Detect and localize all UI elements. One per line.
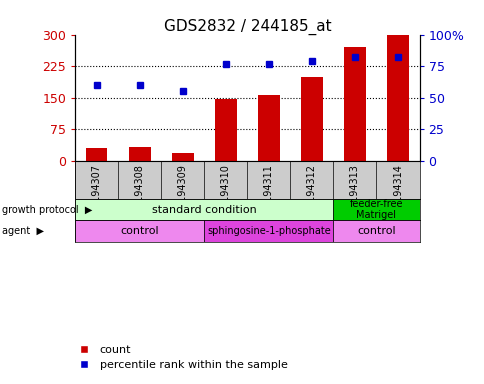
Text: GSM194313: GSM194313 [349, 164, 359, 223]
Bar [301, 77, 322, 161]
Bar [75, 220, 204, 242]
Text: GSM194314: GSM194314 [392, 164, 402, 223]
Legend: count, percentile rank within the sample: count, percentile rank within the sample [68, 340, 291, 375]
Bar [333, 199, 419, 220]
Bar [214, 99, 236, 161]
Bar [333, 220, 419, 242]
Text: GSM194307: GSM194307 [91, 164, 102, 223]
Bar [172, 154, 193, 161]
Text: growth protocol  ▶: growth protocol ▶ [2, 205, 92, 215]
Bar [204, 220, 333, 242]
Bar [75, 199, 333, 220]
Text: control: control [356, 226, 395, 236]
Text: agent  ▶: agent ▶ [2, 226, 45, 236]
Bar [344, 47, 365, 161]
Bar [86, 148, 107, 161]
Bar [386, 35, 408, 161]
Title: GDS2832 / 244185_at: GDS2832 / 244185_at [163, 18, 331, 35]
Text: sphingosine-1-phosphate: sphingosine-1-phosphate [207, 226, 330, 236]
Text: GSM194312: GSM194312 [306, 164, 316, 223]
Text: standard condition: standard condition [151, 205, 256, 215]
Bar [257, 95, 279, 161]
Text: GSM194311: GSM194311 [263, 164, 273, 223]
Text: control: control [120, 226, 159, 236]
Text: GSM194309: GSM194309 [178, 164, 187, 223]
Text: GSM194310: GSM194310 [220, 164, 230, 223]
Bar [129, 147, 150, 161]
Text: GSM194308: GSM194308 [135, 164, 144, 223]
Text: feeder-free
Matrigel: feeder-free Matrigel [349, 199, 402, 220]
